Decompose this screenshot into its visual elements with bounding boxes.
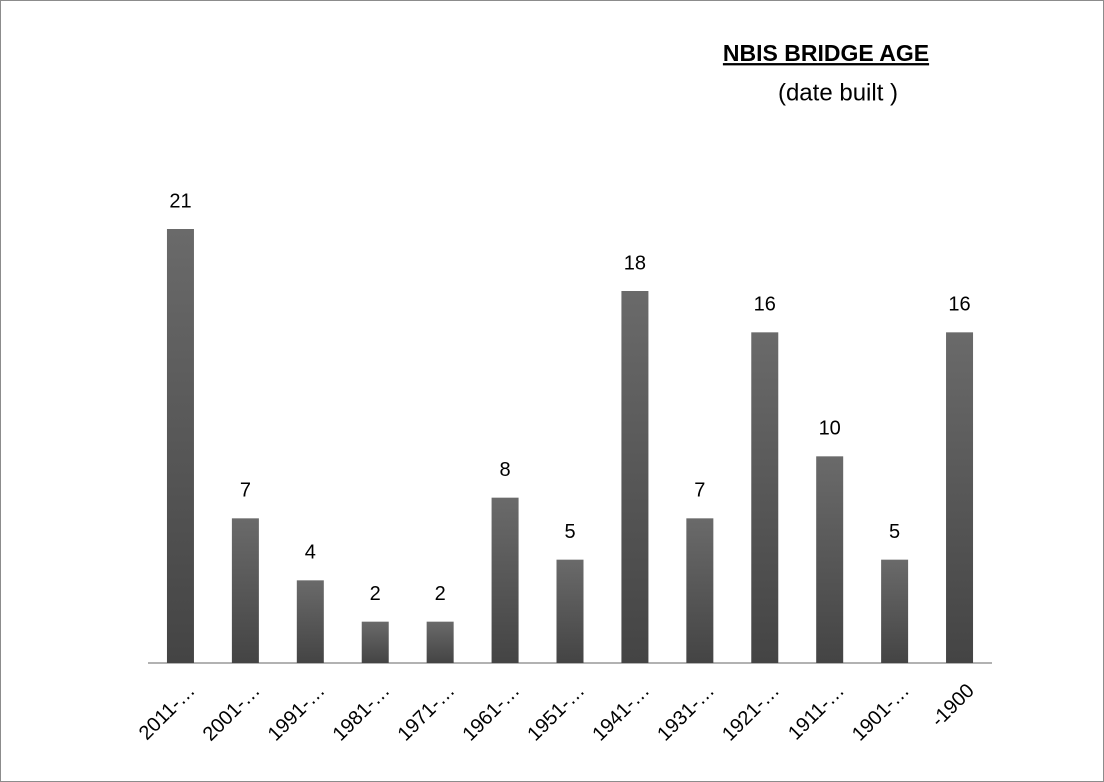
bar bbox=[881, 559, 909, 663]
bar bbox=[231, 518, 259, 663]
chart-subtitle: (date built ) bbox=[778, 79, 898, 106]
bar bbox=[686, 518, 714, 663]
bar bbox=[946, 332, 974, 663]
value-label: 16 bbox=[754, 294, 776, 316]
value-label: 5 bbox=[564, 521, 575, 543]
value-label: 21 bbox=[169, 190, 191, 212]
value-label: 7 bbox=[240, 480, 251, 502]
value-label: 8 bbox=[500, 459, 511, 481]
bar bbox=[426, 621, 454, 663]
bar bbox=[166, 229, 194, 663]
value-label: 16 bbox=[948, 294, 970, 316]
value-label: 18 bbox=[624, 252, 646, 274]
value-label: 5 bbox=[889, 521, 900, 543]
bar bbox=[751, 332, 779, 663]
bar bbox=[296, 580, 324, 663]
bar bbox=[491, 497, 519, 663]
value-label: 2 bbox=[370, 583, 381, 605]
bar bbox=[556, 559, 584, 663]
value-label: 7 bbox=[694, 480, 705, 502]
bar bbox=[361, 621, 389, 663]
value-label: 2 bbox=[435, 583, 446, 605]
value-label: 10 bbox=[819, 418, 841, 440]
value-label: 4 bbox=[305, 542, 316, 564]
chart-title: NBIS BRIDGE AGE bbox=[723, 40, 929, 66]
bar bbox=[621, 291, 649, 663]
bar bbox=[816, 456, 844, 663]
